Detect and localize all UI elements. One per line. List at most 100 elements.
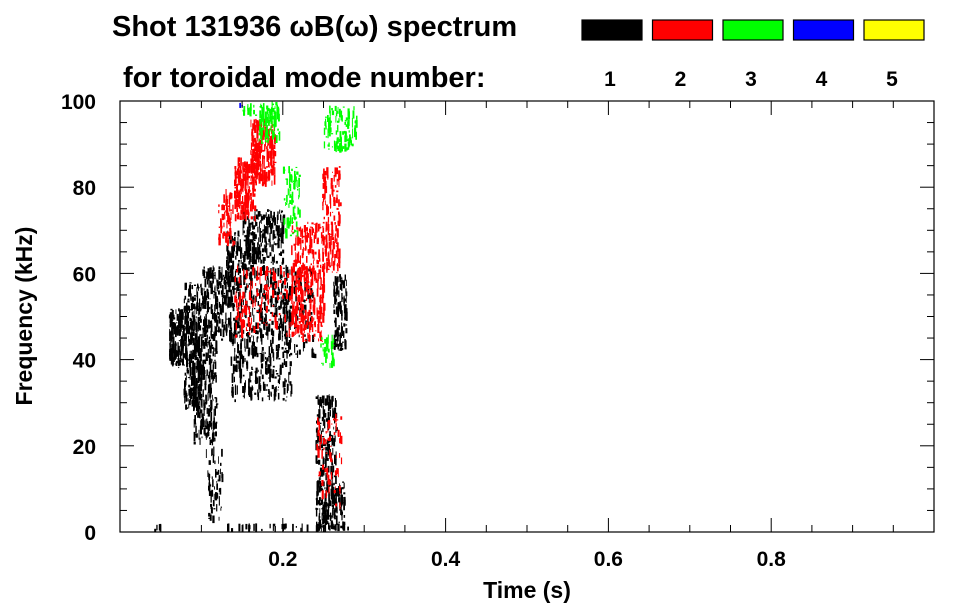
spectrum-mark-mode-2 bbox=[305, 235, 308, 243]
spectrum-mark-mode-2 bbox=[230, 193, 233, 199]
spectrum-mark-mode-1 bbox=[257, 211, 259, 220]
spectrum-mark-mode-1 bbox=[182, 353, 184, 355]
spectrum-mark-mode-2 bbox=[300, 295, 303, 302]
spectrum-mark-mode-1 bbox=[233, 376, 235, 383]
spectrum-mark-mode-1 bbox=[265, 226, 268, 234]
spectrum-mark-mode-1 bbox=[218, 312, 220, 321]
spectrum-mark-mode-1 bbox=[277, 344, 280, 349]
spectrum-mark-mode-1 bbox=[200, 420, 203, 427]
spectrum-mark-mode-1 bbox=[199, 361, 202, 369]
spectrum-mark-mode-1 bbox=[212, 272, 214, 282]
spectrum-mark-mode-1 bbox=[264, 352, 266, 354]
spectrum-mark-mode-1 bbox=[295, 292, 297, 302]
spectrum-mark-mode-2 bbox=[248, 332, 251, 336]
spectrum-mark-mode-1 bbox=[239, 334, 241, 339]
spectrum-mark-mode-2 bbox=[311, 226, 313, 236]
spectrum-mark-mode-1 bbox=[277, 392, 280, 400]
spectrum-mark-mode-1 bbox=[246, 364, 248, 371]
spectrum-mark-mode-2 bbox=[291, 314, 293, 318]
spectrum-mark-mode-1 bbox=[246, 247, 248, 249]
spectrum-mark-mode-1 bbox=[265, 365, 266, 374]
spectrum-mark-mode-2 bbox=[336, 468, 339, 475]
spectrum-mark-mode-1 bbox=[199, 387, 201, 397]
spectrum-mark-mode-3 bbox=[328, 122, 331, 128]
spectrum-mark-mode-1 bbox=[187, 377, 191, 379]
spectrum-mark-mode-3 bbox=[327, 117, 329, 121]
spectrum-mark-mode-1 bbox=[227, 251, 229, 261]
spectrum-mark-mode-2 bbox=[326, 475, 328, 478]
spectrum-mark-mode-2 bbox=[239, 194, 241, 204]
spectrum-mark-mode-1 bbox=[214, 285, 216, 296]
spectrum-mark-mode-2 bbox=[274, 151, 277, 157]
spectrum-mark-mode-1 bbox=[196, 357, 198, 359]
spectrum-mark-mode-1 bbox=[206, 324, 209, 333]
spectrum-mark-mode-1 bbox=[320, 430, 322, 435]
spectrum-mark-mode-3 bbox=[322, 347, 324, 352]
spectrum-mark-mode-1 bbox=[190, 324, 193, 330]
spectrum-mark-mode-1 bbox=[208, 391, 210, 393]
spectrum-mark-mode-1 bbox=[202, 269, 205, 275]
spectrum-mark-mode-1 bbox=[252, 348, 255, 350]
spectrum-mark-mode-1 bbox=[195, 383, 198, 388]
spectrum-mark-mode-1 bbox=[172, 314, 175, 318]
spectrum-mark-mode-1 bbox=[194, 308, 196, 315]
spectrum-mark-mode-2 bbox=[320, 286, 322, 288]
spectrum-mark-mode-1 bbox=[216, 483, 218, 490]
spectrum-mark-mode-1 bbox=[196, 363, 199, 368]
spectrum-mark-mode-2 bbox=[267, 177, 270, 179]
spectrum-mark-mode-3 bbox=[296, 171, 299, 175]
spectrum-mark-mode-1 bbox=[241, 266, 243, 269]
spectrum-mark-mode-2 bbox=[297, 236, 300, 245]
spectrum-mark-mode-2 bbox=[245, 327, 247, 331]
spectrum-mark-mode-2 bbox=[332, 241, 335, 250]
spectrum-mark-mode-1 bbox=[256, 330, 259, 335]
spectrum-mark-mode-2 bbox=[274, 161, 277, 164]
spectrum-mark-mode-2 bbox=[331, 237, 335, 240]
spectrum-mark-mode-3 bbox=[262, 114, 265, 121]
spectrum-mark-mode-1 bbox=[213, 417, 215, 421]
spectrum-mark-mode-1 bbox=[185, 377, 187, 381]
x-tick-label: 0.4 bbox=[431, 548, 461, 571]
spectrum-mark-mode-1 bbox=[193, 402, 195, 410]
spectrum-mark-mode-1 bbox=[240, 298, 243, 306]
spectrum-mark-mode-1 bbox=[327, 451, 329, 456]
spectrum-mark-mode-1 bbox=[265, 389, 268, 391]
spectrum-mark-mode-1 bbox=[254, 255, 255, 261]
spectrum-mark-mode-2 bbox=[323, 272, 325, 277]
spectrum-mark-mode-2 bbox=[302, 319, 305, 325]
spectrum-mark-mode-3 bbox=[278, 131, 281, 141]
spectrum-mark-mode-2 bbox=[318, 312, 321, 315]
spectrum-mark-mode-1 bbox=[288, 324, 291, 330]
spectrum-mark-mode-2 bbox=[240, 204, 242, 206]
spectrum-mark-mode-1 bbox=[214, 325, 216, 333]
spectrum-mark-mode-2 bbox=[254, 297, 256, 307]
series-mode-1 bbox=[154, 209, 349, 532]
spectrum-mark-mode-1 bbox=[333, 426, 335, 430]
spectrum-mark-mode-3 bbox=[295, 166, 298, 168]
spectrum-mark-mode-3 bbox=[273, 110, 276, 115]
spectrum-mark-mode-1 bbox=[271, 217, 273, 221]
spectrum-mark-mode-2 bbox=[240, 195, 241, 197]
spectrum-mark-mode-2 bbox=[234, 276, 236, 279]
spectrum-mark-mode-3 bbox=[264, 116, 267, 125]
spectrum-mark-mode-1 bbox=[235, 277, 238, 286]
spectrum-mark-mode-1 bbox=[212, 429, 214, 434]
spectrum-mark-mode-1 bbox=[195, 354, 197, 359]
spectrum-mark-mode-3 bbox=[327, 128, 329, 139]
spectrum-mark-mode-1 bbox=[263, 224, 265, 230]
spectrum-mark-mode-2 bbox=[336, 207, 339, 210]
y-tick-label: 80 bbox=[73, 177, 96, 200]
spectrum-mark-mode-1 bbox=[192, 337, 195, 346]
spectrum-mark-mode-3 bbox=[291, 191, 294, 202]
spectrum-mark-mode-1 bbox=[283, 350, 286, 353]
spectrum-mark-mode-1 bbox=[171, 331, 174, 335]
spectrum-mark-mode-2 bbox=[314, 251, 317, 255]
spectrum-mark-mode-3 bbox=[288, 203, 290, 208]
spectrum-mark-mode-1 bbox=[318, 416, 320, 418]
spectrum-mark-mode-1 bbox=[177, 358, 180, 366]
spectrum-mark-mode-2 bbox=[240, 157, 242, 166]
spectrum-mark-mode-1 bbox=[172, 322, 175, 330]
spectrum-mark-mode-1 bbox=[322, 443, 325, 446]
spectrum-mark-mode-1 bbox=[215, 292, 217, 298]
spectrum-mark-mode-1 bbox=[230, 265, 233, 271]
